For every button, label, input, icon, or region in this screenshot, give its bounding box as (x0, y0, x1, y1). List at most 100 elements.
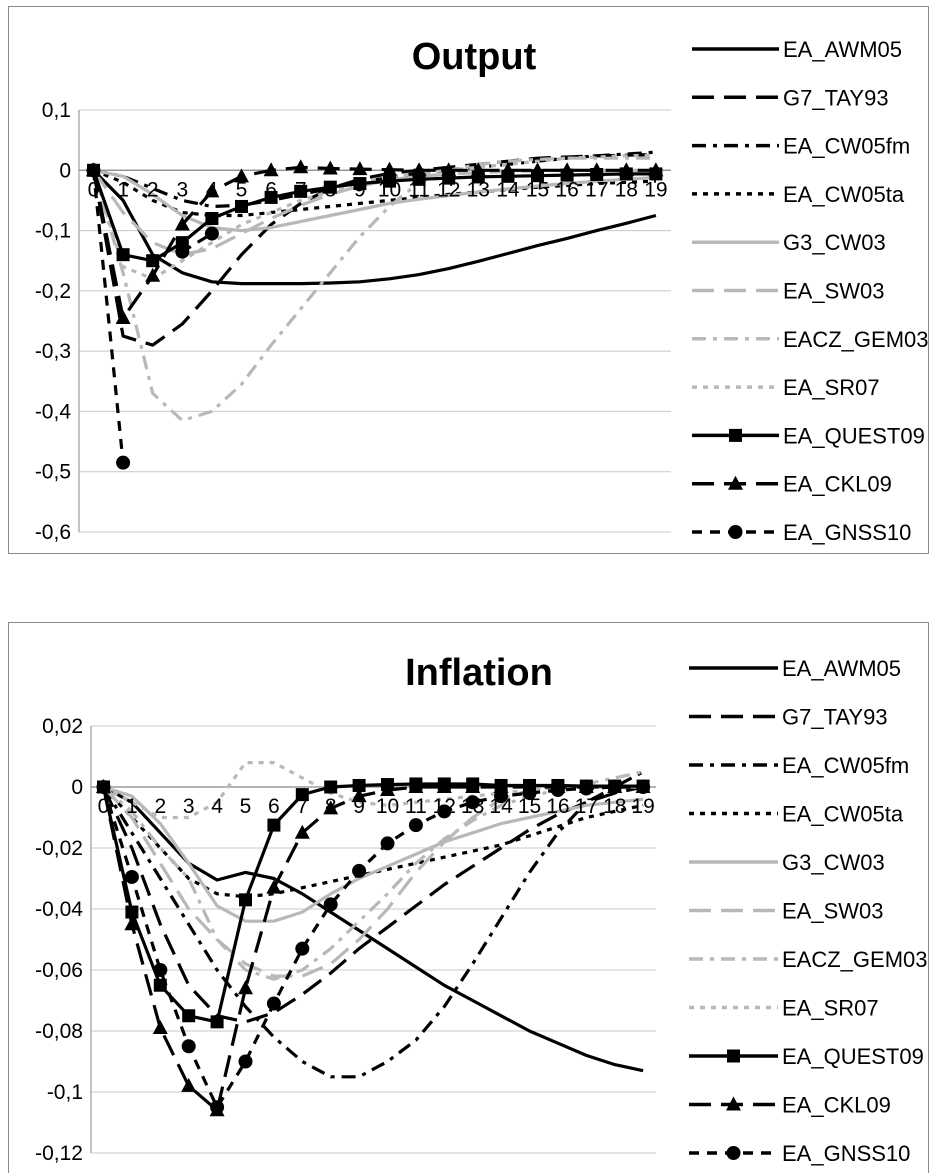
inflation-legend-marker-ea-quest09 (727, 1049, 740, 1063)
inflation-series-ea-gnss10-point (181, 1039, 196, 1054)
inflation-series-ea-gnss10-point (124, 869, 139, 884)
output-series-ea-gnss10-point (86, 163, 101, 178)
inflation-ytick-label: -0,1 (47, 1081, 83, 1104)
output-series-ea-quest09-point (205, 212, 219, 226)
inflation-xtick-label: 4 (211, 795, 223, 818)
inflation-ytick-label: -0,04 (35, 898, 83, 921)
inflation-series-ea-sr07-line (102, 761, 644, 820)
inflation-xtick-label: 9 (353, 795, 365, 818)
inflation-xtick-label: 2 (154, 795, 166, 818)
output-xtick-label: 1 (117, 178, 129, 201)
inflation-series-ea-gnss10-point (380, 836, 395, 851)
output-series-ea-quest09-point (146, 254, 160, 268)
output-series-ea-ckl09-point (648, 162, 664, 177)
output-series-ea-quest09-point (235, 199, 248, 213)
inflation-series-ea-gnss10-point (96, 780, 111, 794)
output-series-ea-sr07-line (91, 153, 656, 281)
output-legend-marker-ea-gnss10 (728, 525, 743, 539)
inflation-legend-label-g7-tay93: G7_TAY93 (782, 705, 888, 730)
inflation-series-ea-gnss10-point (550, 783, 565, 798)
inflation-legend-label-ea-cw05ta: EA_CW05ta (782, 802, 904, 827)
inflation-series-ea-ckl09-point (266, 879, 282, 894)
inflation-series-ea-quest09-point (324, 780, 338, 794)
output-ytick-label: -0,1 (35, 220, 71, 243)
output-xtick-label: 13 (467, 178, 490, 201)
inflation-series-ea-ckl09-point (152, 1019, 168, 1034)
inflation-series-ea-gnss10-point (323, 897, 338, 912)
inflation-series-ea-gnss10-point (153, 963, 168, 977)
inflation-xtick-label: 18 (603, 795, 626, 818)
inflation-series-ea-gnss10-point (465, 795, 480, 810)
output-legend-label-ea-sw03: EA_SW03 (783, 279, 885, 304)
inflation-series-ea-ckl09-point (408, 779, 424, 793)
inflation-legend-label-ea-gnss10: EA_GNSS10 (782, 1141, 910, 1166)
output-series-ea-ckl09-point (470, 162, 486, 177)
output-xtick-label: 17 (585, 178, 608, 201)
inflation-series-ea-ckl09-point (294, 824, 310, 839)
output-series-ea-quest09-point (294, 184, 308, 198)
inflation-series-ea-gnss10-point (352, 863, 367, 878)
inflation-legend-label-g3-cw03: G3_CW03 (782, 850, 885, 875)
output-series-ea-ckl09-point (115, 309, 131, 324)
output-ytick-label: -0,4 (35, 400, 72, 423)
output-ytick-label: -0,6 (35, 521, 71, 544)
inflation-series-ea-quest09-point (182, 1009, 196, 1023)
inflation-ytick-label: -0,02 (35, 837, 83, 860)
inflation-series-ea-ckl09-point (351, 788, 367, 803)
output-series-ea-ckl09-point (530, 162, 545, 177)
inflation-legend-label-ea-awm05: EA_AWM05 (782, 656, 901, 681)
output-xtick-label: 6 (265, 178, 277, 201)
output-series-ea-quest09-point (264, 190, 278, 204)
inflation-series-ea-gnss10-point (607, 780, 622, 794)
output-ytick-label: -0,5 (35, 461, 71, 484)
output-ytick-label: -0,3 (35, 340, 71, 363)
output-xtick-label: 16 (555, 178, 578, 201)
output-series-ea-ckl09-point (145, 267, 161, 282)
inflation-series-eacz-gem03-line (102, 770, 644, 981)
inflation-ytick-label: -0,06 (35, 959, 83, 982)
inflation-ytick-label: 0,02 (42, 715, 83, 738)
inflation-series-ea-ckl09-point (124, 916, 140, 931)
inflation-ytick-label: 0 (71, 776, 83, 799)
output-series-ea-ckl09-point (500, 162, 516, 177)
inflation-chart: 0,02 0 -0,02 -0,04 -0,06 -0,08 -0,1 -0,12 Inflat… (35, 652, 927, 1166)
inflation-xtick-label: 16 (546, 795, 569, 818)
inflation-xtick-label: 6 (268, 795, 280, 818)
output-series-ea-ckl09-point (441, 162, 457, 177)
inflation-series-ea-gnss10-point (522, 786, 537, 801)
output-xtick-label: 2 (147, 178, 159, 201)
output-series-ea-ckl09-point (263, 162, 279, 177)
inflation-xtick-label: 10 (376, 795, 399, 818)
output-series-ea-ckl09-point (322, 160, 338, 175)
output-series-ea-gnss10-point (204, 226, 219, 241)
inflation-series-ea-gnss10-point (238, 1054, 253, 1069)
inflation-legend-label-ea-ckl09: EA_CKL09 (782, 1093, 891, 1118)
output-series-ea-quest09-point (383, 174, 396, 188)
output-series-eacz-gem03-line (91, 156, 656, 423)
inflation-series-ea-quest09-point (210, 1015, 224, 1029)
inflation-series-ea-ckl09-point (323, 800, 339, 815)
inflation-series-ea-gnss10-point (266, 996, 281, 1011)
inflation-ytick-label: -0,12 (35, 1142, 83, 1165)
inflation-series-ea-quest09-point (352, 778, 366, 792)
inflation-series-ea-gnss10-point (295, 941, 310, 956)
output-series-ea-gnss10-point (175, 244, 190, 259)
inflation-xtick-label: 19 (631, 795, 654, 818)
output-series-ea-ckl09-point (174, 216, 190, 231)
output-series-ea-quest09-point (353, 177, 367, 191)
inflation-legend-label-ea-sw03: EA_SW03 (782, 899, 884, 924)
inflation-xtick-label: 0 (98, 795, 110, 818)
inflation-legend-label-ea-cw05fm: EA_CW05fm (782, 753, 909, 778)
inflation-chart-title: Inflation (405, 652, 553, 694)
inflation-series-ea-gnss10-point (437, 804, 452, 819)
output-ytick-label: 0 (59, 159, 71, 182)
inflation-series-ea-ckl09-point (436, 779, 452, 793)
output-xtick-label: 14 (496, 178, 520, 201)
inflation-chart-panel: 0,02 0 -0,02 -0,04 -0,06 -0,08 -0,1 -0,12 Inflat… (8, 622, 929, 1173)
inflation-series-ea-ckl09-point (181, 1077, 197, 1092)
inflation-series-ea-gnss10-point (636, 780, 651, 794)
output-chart-panel: 0,10-0,1-0,2-0,3-0,4-0,5-0,6Output012345… (8, 6, 929, 554)
inflation-series-ea-ckl09-point (238, 980, 253, 995)
inflation-series-ea-quest09-point (295, 788, 309, 802)
output-series-ea-ckl09-point (382, 161, 397, 176)
